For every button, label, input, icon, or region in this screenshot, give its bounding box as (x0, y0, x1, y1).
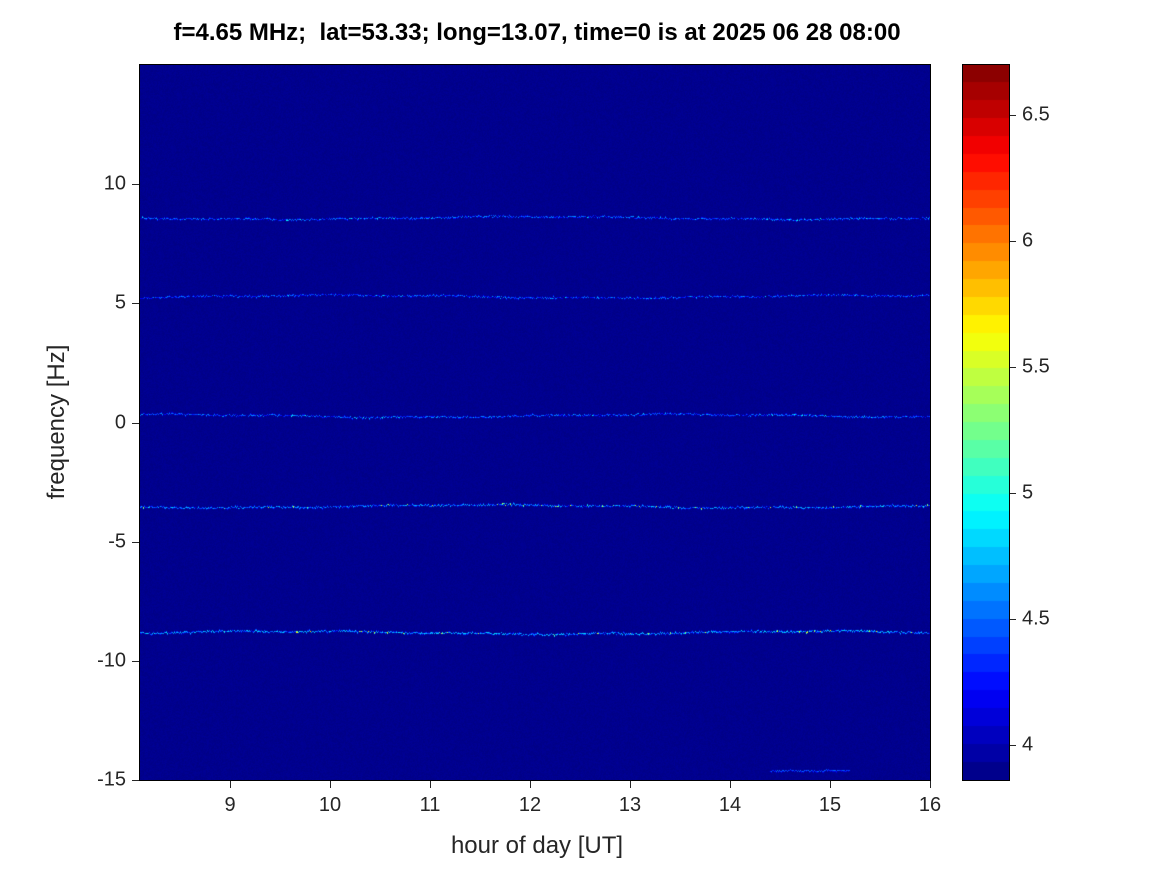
y-tick-label: 0 (114, 411, 126, 433)
colorbar-tick-label: 6.5 (1022, 103, 1050, 126)
x-tick-mark (330, 781, 331, 788)
x-tick-label: 16 (918, 794, 942, 816)
x-tick-label: 12 (518, 794, 542, 816)
colorbar-tick-label: 5.5 (1022, 355, 1050, 378)
x-tick-label: 13 (618, 794, 642, 816)
colorbar-canvas (963, 65, 1009, 780)
x-tick-mark (430, 781, 431, 788)
x-tick-label: 14 (718, 794, 742, 816)
y-tick-label: 10 (103, 172, 126, 195)
heatmap-canvas (140, 65, 930, 780)
colorbar-tick-mark (1010, 115, 1016, 117)
y-tick-label: -5 (108, 530, 126, 553)
y-tick-mark (132, 541, 139, 543)
x-tick-mark (730, 781, 731, 788)
chart-title: f=4.65 MHz; lat=53.33; long=13.07, time=… (173, 19, 901, 46)
x-tick-label: 9 (224, 794, 236, 816)
colorbar-tick-mark (1010, 241, 1016, 243)
y-tick-label: -10 (97, 649, 126, 672)
colorbar-tick-mark (1010, 492, 1016, 494)
x-tick-mark (930, 781, 931, 788)
colorbar-tick-label: 4.5 (1022, 607, 1050, 630)
colorbar-tick-mark (1010, 618, 1016, 620)
x-tick-label: 10 (318, 794, 342, 816)
y-axis-label: frequency [Hz] (43, 344, 70, 500)
x-tick-mark (530, 781, 531, 788)
x-tick-mark (630, 781, 631, 788)
y-tick-label: -15 (97, 768, 126, 791)
x-tick-label: 15 (818, 794, 842, 816)
x-tick-mark (830, 781, 831, 788)
colorbar-tick-label: 6 (1022, 229, 1034, 252)
plot-area (139, 64, 931, 781)
x-tick-mark (230, 781, 231, 788)
x-axis-label: hour of day [UT] (450, 832, 624, 859)
y-tick-mark (132, 303, 139, 305)
x-tick-label: 11 (419, 794, 441, 816)
y-tick-mark (132, 660, 139, 662)
colorbar-tick-mark (1010, 744, 1016, 746)
y-tick-label: 5 (114, 291, 126, 314)
colorbar-tick-mark (1010, 367, 1016, 369)
y-tick-mark (132, 780, 139, 781)
colorbar-tick-label: 5 (1022, 481, 1034, 504)
colorbar-tick-label: 4 (1022, 733, 1034, 756)
y-tick-mark (132, 184, 139, 186)
y-tick-mark (132, 422, 139, 424)
colorbar (962, 64, 1010, 781)
